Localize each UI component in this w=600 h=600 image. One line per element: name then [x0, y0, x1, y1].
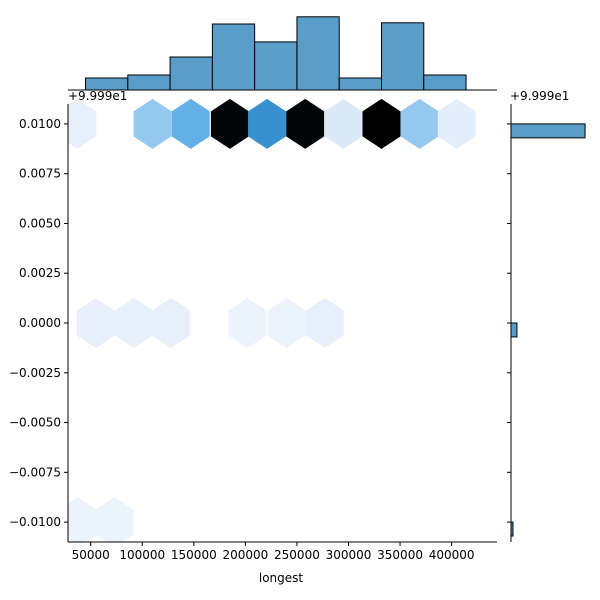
y-tick-label: 0.0050 — [19, 216, 61, 230]
y-offset-label: +9.999e1 — [68, 89, 127, 103]
axes-mask-left — [0, 74, 68, 572]
x-tick-label: 150000 — [171, 548, 217, 562]
y-tick-label: −0.0025 — [9, 366, 61, 380]
top-hist-bar — [381, 22, 425, 91]
hexbin-cell — [115, 298, 153, 348]
top-marginal-histogram — [68, 16, 497, 91]
hexbin-cell — [286, 98, 325, 149]
right-hist-bar — [510, 123, 586, 139]
hexbin-cell — [76, 298, 115, 348]
hexbin-cell — [248, 98, 287, 149]
hexbin-cell — [305, 298, 344, 348]
hexbin-cell — [437, 98, 476, 149]
y-tick-label: −0.0100 — [9, 515, 61, 529]
hexbin-cell — [267, 298, 306, 348]
hexbin-cells — [58, 98, 476, 548]
x-tick-label: 400000 — [429, 548, 475, 562]
hexbin-cell — [95, 497, 134, 548]
right-hist-bar — [510, 521, 514, 537]
y-tick-label: −0.0050 — [9, 416, 61, 430]
hexbin-cell — [171, 98, 210, 149]
right-y-offset-label: +9.999e1 — [510, 89, 569, 103]
x-axis-label: longest — [259, 571, 304, 585]
y-tick-label: −0.0075 — [9, 465, 61, 479]
top-hist-bar — [169, 56, 213, 91]
top-hist-bar — [338, 77, 382, 91]
top-hist-bar — [296, 16, 340, 91]
right-hist-bar — [510, 322, 518, 338]
top-hist-bar — [423, 74, 467, 91]
y-tick-label: 0.0000 — [19, 316, 61, 330]
hexbin-cell — [324, 98, 363, 149]
hexbin-cell — [152, 298, 191, 348]
joint-axes: 0.0100 0.0075 0.0050 0.0025 0.0000 −0.0025 −0.… — [0, 74, 497, 572]
x-tick-label: 250000 — [274, 548, 320, 562]
x-tick-label: 350000 — [377, 548, 423, 562]
top-hist-bar — [127, 74, 171, 91]
hexbin-cell — [362, 98, 401, 149]
top-hist-bar — [254, 41, 298, 91]
x-tick-label: 50000 — [72, 548, 110, 562]
y-tick-label: 0.0075 — [19, 167, 61, 181]
hexbin-cell — [133, 98, 172, 149]
x-tick-label: 200000 — [222, 548, 268, 562]
axes-mask-bottom — [68, 543, 497, 551]
right-marginal-histogram — [507, 104, 586, 542]
hexbin-cell — [400, 98, 439, 149]
hexbin-cell — [228, 298, 267, 348]
y-tick-label: 0.0025 — [19, 266, 61, 280]
y-tick-label: 0.0100 — [19, 117, 61, 131]
top-hist-bar — [211, 23, 256, 91]
hexbin-cell — [210, 98, 249, 149]
x-tick-label: 300000 — [326, 548, 372, 562]
x-tick-label: 100000 — [119, 548, 165, 562]
